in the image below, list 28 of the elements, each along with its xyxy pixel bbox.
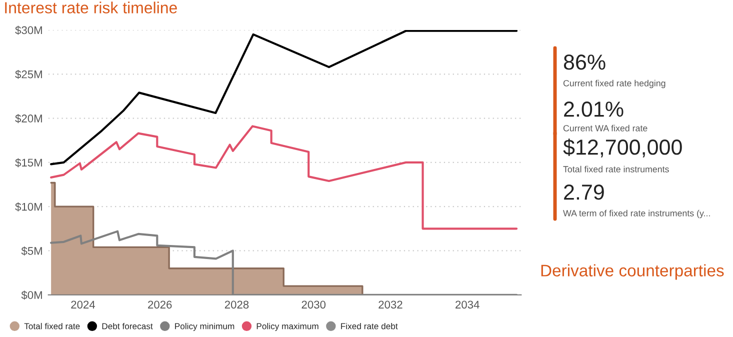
text: 2.79 — [564, 184, 604, 200]
x-tick-label: 2026 — [148, 300, 172, 309]
y-tick-label: $10M — [15, 202, 42, 212]
text: $12,700,000 — [563, 138, 682, 158]
legend-label: Policy maximum — [256, 322, 318, 331]
y-tick-label: $5M — [21, 246, 42, 256]
x-tick-label: 2034 — [456, 300, 480, 309]
chart-title: Interest rate risk timeline — [5, 2, 177, 14]
x-tick-label: 2030 — [302, 300, 326, 309]
text: WA term of fixed rate instruments (y... — [563, 210, 710, 218]
x-tick-label: 2024 — [71, 300, 96, 309]
legend-label: Debt forecast — [102, 322, 153, 330]
y-tick-label: $15M — [15, 158, 42, 168]
text: 2.01% — [564, 102, 624, 117]
text: Current fixed rate hedging — [563, 80, 666, 88]
y-tick-label: $0M — [21, 290, 42, 300]
text: Derivative counterparties — [541, 264, 724, 280]
x-tick-label: 2028 — [224, 300, 249, 309]
x-tick-label: 2032 — [378, 300, 402, 309]
text: 86% — [564, 54, 606, 70]
y-tick-label: $30M — [15, 26, 42, 35]
y-tick-label: $25M — [15, 70, 42, 79]
legend-label: Policy minimum — [175, 322, 234, 331]
legend-label: Total fixed rate — [24, 322, 80, 330]
legend-label: Fixed rate debt — [341, 322, 398, 330]
text: Current WA fixed rate — [563, 124, 648, 132]
text: Total fixed rate instruments — [563, 166, 669, 172]
y-tick-label: $20M — [15, 114, 42, 124]
